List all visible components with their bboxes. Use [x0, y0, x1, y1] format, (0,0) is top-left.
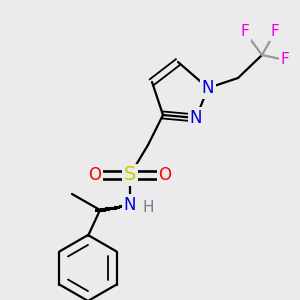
Text: F: F [241, 25, 249, 40]
Text: S: S [124, 166, 136, 184]
Text: H: H [142, 200, 154, 214]
Text: O: O [158, 166, 172, 184]
Text: N: N [124, 196, 136, 214]
Text: N: N [190, 109, 202, 127]
Text: O: O [88, 166, 101, 184]
Text: F: F [271, 25, 279, 40]
Text: F: F [280, 52, 290, 68]
Text: N: N [202, 79, 214, 97]
